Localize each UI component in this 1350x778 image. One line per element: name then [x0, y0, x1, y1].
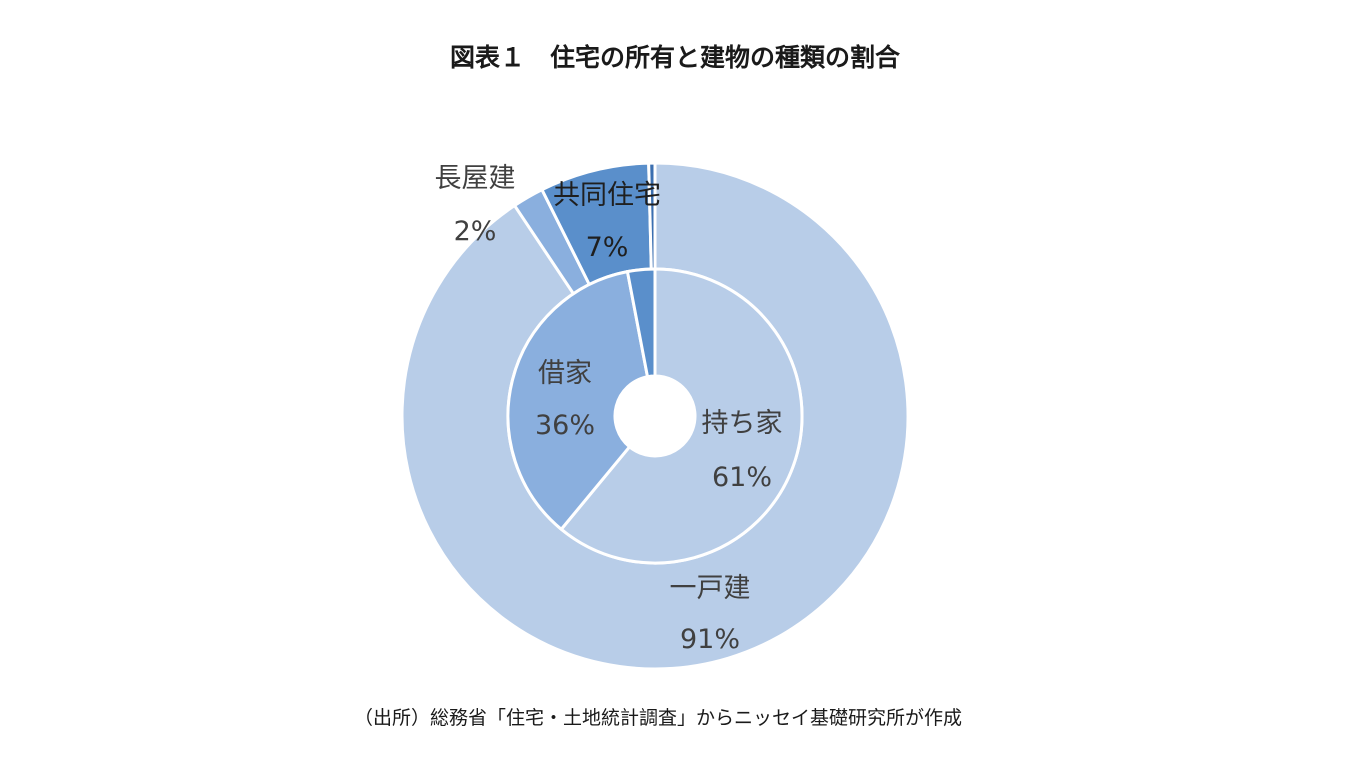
outer-value-label-0: 91%	[680, 624, 740, 655]
data-labels: 持ち家 61% 借家 36% 一戸建 91% 長屋建 2% 共同住宅 7%	[435, 163, 783, 655]
chart-source: （出所）総務省「住宅・土地統計調査」からニッセイ基礎研究所が作成	[353, 707, 962, 729]
chart-title: 図表１ 住宅の所有と建物の種類の割合	[449, 43, 900, 72]
outer-slice-3	[647, 161, 657, 271]
inner-value-label-1: 36%	[535, 410, 595, 441]
outer-label-0: 一戸建	[670, 573, 751, 604]
inner-slice-2	[625, 267, 657, 379]
outer-label-2: 共同住宅	[553, 180, 661, 211]
outer-value-label-2: 7%	[586, 232, 629, 263]
inner-ring	[506, 267, 804, 565]
inner-slice-0	[559, 267, 804, 565]
inner-label-1: 借家	[538, 358, 592, 389]
inner-value-label-0: 61%	[712, 462, 772, 493]
inner-slice-1	[506, 269, 650, 532]
outer-value-label-1: 2%	[454, 216, 497, 247]
outer-label-1: 長屋建	[435, 163, 516, 194]
inner-label-0: 持ち家	[702, 408, 783, 439]
